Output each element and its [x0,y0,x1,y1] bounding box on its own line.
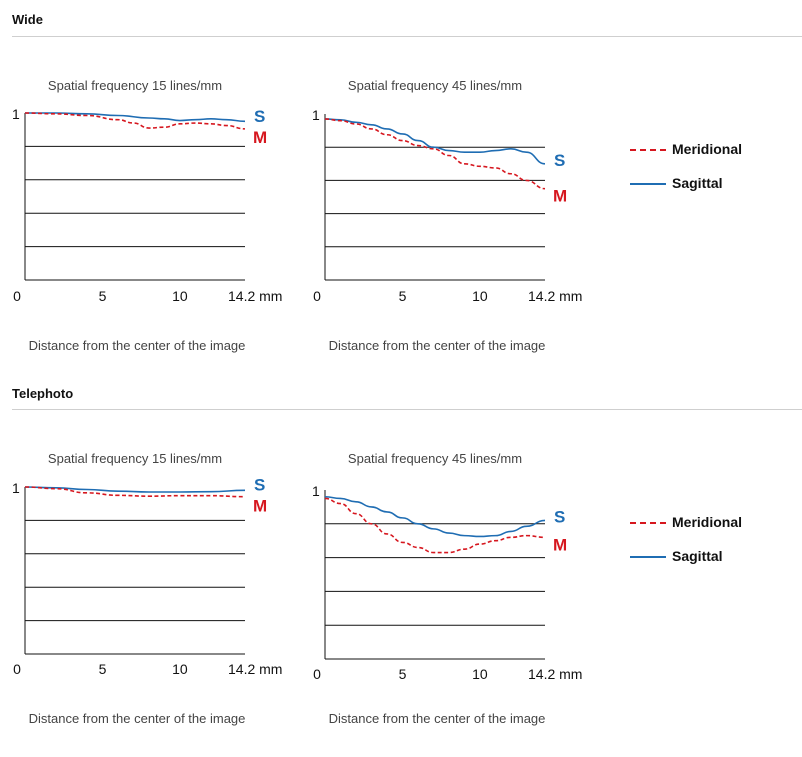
meridional-line-swatch [630,149,666,151]
x-tick-label: 14.2 mm [228,661,282,677]
x-tick-label: 14.2 mm [228,288,282,304]
meridional-end-label: M [253,497,267,516]
y-tick-label: 1 [12,106,20,122]
meridional-series-line [24,112,246,130]
x-tick-label: 10 [172,288,188,304]
x-tick-label: 14.2 mm [528,288,582,304]
x-axis-label: Distance from the center of the image [29,711,246,726]
x-tick-label: 0 [313,288,321,304]
meridional-end-label: M [253,128,267,147]
sagittal-series-line [25,112,246,123]
section-divider [12,409,802,410]
meridional-series-line [24,486,246,498]
y-tick-label: 1 [12,480,20,496]
section-title-wide: Wide [12,12,43,27]
sagittal-line-swatch [630,183,666,185]
x-tick-label: 5 [99,661,107,677]
sagittal-end-label: S [554,151,565,170]
chart-title: Spatial frequency 15 lines/mm [48,78,222,93]
section-title-telephoto: Telephoto [12,386,74,401]
x-axis-label: Distance from the center of the image [329,338,546,353]
legend-label-meridional: Meridional [672,141,743,157]
legend-label-meridional: Meridional [672,514,743,530]
sagittal-end-label: S [554,507,565,526]
sagittal-end-label: S [254,107,265,126]
x-tick-label: 5 [399,666,407,682]
meridional-line-swatch [630,522,666,524]
y-tick-label: 1 [312,483,320,499]
y-tick-label: 1 [312,107,320,123]
sagittal-line-swatch [630,556,666,558]
legend-label-sagittal: Sagittal [672,548,723,564]
section-divider [12,36,802,37]
x-tick-label: 0 [13,288,21,304]
sagittal-series-line [324,495,546,538]
meridional-series-line [324,118,546,190]
x-tick-label: 5 [399,288,407,304]
x-tick-label: 5 [99,288,107,304]
sagittal-end-label: S [254,476,265,495]
x-tick-label: 10 [472,288,488,304]
chart-title: Spatial frequency 15 lines/mm [48,451,222,466]
x-axis-label: Distance from the center of the image [29,338,246,353]
x-tick-label: 0 [313,666,321,682]
meridional-end-label: M [553,187,567,206]
x-axis-label: Distance from the center of the image [329,711,546,726]
x-tick-label: 14.2 mm [528,666,582,682]
sagittal-series-line [24,486,246,493]
meridional-series-line [324,497,546,554]
chart-title: Spatial frequency 45 lines/mm [348,451,522,466]
x-tick-label: 0 [13,661,21,677]
x-tick-label: 10 [172,661,188,677]
chart-title: Spatial frequency 45 lines/mm [348,78,522,93]
meridional-end-label: M [553,535,567,554]
x-tick-label: 10 [472,666,488,682]
legend-label-sagittal: Sagittal [672,175,723,191]
sagittal-series-line [324,118,546,165]
